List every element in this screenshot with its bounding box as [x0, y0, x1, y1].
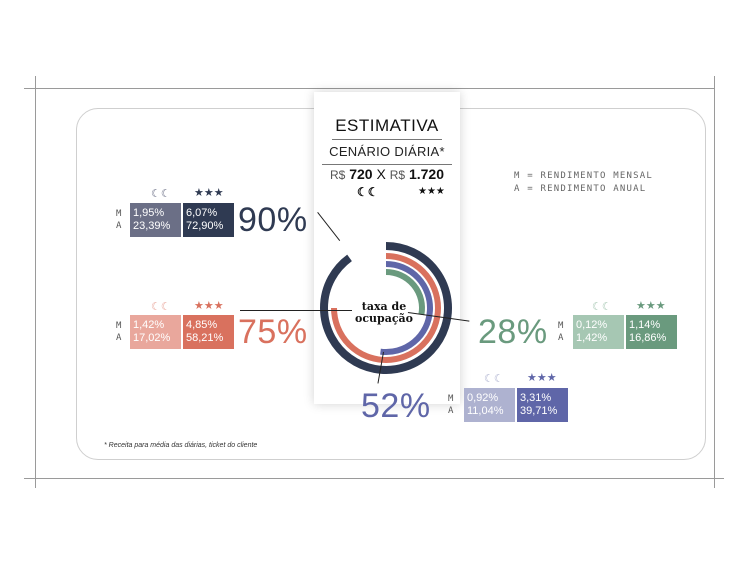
subtitle-rule [322, 164, 452, 165]
label-a: A [116, 333, 122, 343]
radial-bar-90pct [320, 242, 452, 374]
crop-mark-left-top [24, 88, 714, 89]
box-high-90: 6,07% 72,90% [183, 203, 234, 237]
leader-75 [240, 310, 352, 311]
center-label-line1: taxa de [362, 300, 406, 313]
box-low-90: 1,95% 23,39% [130, 203, 181, 237]
star-icon-28: ★★★ [636, 300, 666, 312]
box-high-52: 3,31% 39,71% [517, 388, 568, 422]
box-high-75: 4,85% 58,21% [183, 315, 234, 349]
crop-mark-vert-left [35, 76, 36, 488]
box-low-28: 0,12% 1,42% [573, 315, 624, 349]
star-icon-90: ★★★ [194, 187, 224, 199]
value-a: 39,71% [520, 405, 558, 417]
box-low-52: 0,92% 11,04% [464, 388, 515, 422]
radial-bar-28pct [385, 269, 425, 316]
crop-mark-vert-right [714, 76, 715, 488]
price-prefix-high: R$ [389, 168, 406, 182]
price-comparison: R$ 720 X R$ 1.720 [314, 166, 460, 182]
occupancy-75: 75% [238, 313, 308, 351]
label-a: A [448, 406, 454, 416]
price-low: 720 [349, 166, 373, 182]
radial-bar-75pct [331, 253, 441, 363]
moon-icon-header: ☾☾ [357, 185, 379, 199]
label-m: M [558, 321, 564, 331]
value-a: 16,86% [629, 332, 667, 344]
value-m: 1,42% [133, 319, 165, 331]
moon-icon-52: ☾☾ [484, 373, 504, 385]
value-a: 58,21% [186, 332, 224, 344]
label-m: M [116, 209, 122, 219]
label-a: A [558, 333, 564, 343]
moon-icon-28: ☾☾ [592, 301, 612, 313]
title-rule [332, 139, 442, 140]
value-m: 1,95% [133, 207, 165, 219]
page-subtitle: CENÁRIO DIÁRIA* [329, 144, 445, 159]
value-a: 1,42% [576, 332, 608, 344]
radial-bar-52pct [380, 261, 433, 355]
price-high: 1.720 [408, 166, 444, 182]
label-m: M [448, 394, 454, 404]
price-separator: X [376, 166, 386, 182]
value-m: 0,92% [467, 392, 499, 404]
star-icon-75: ★★★ [194, 300, 224, 312]
value-a: 11,04% [467, 405, 504, 417]
label-m: M [116, 321, 122, 331]
legend-annual: A = RENDIMENTO ANUAL [514, 184, 647, 194]
footnote: * Receita para média das diárias, ticket… [104, 442, 258, 449]
page-title: ESTIMATIVA [335, 116, 439, 135]
occupancy-52: 52% [361, 387, 431, 425]
occupancy-90: 90% [238, 201, 308, 239]
value-a: 72,90% [186, 220, 224, 232]
moon-icon-75: ☾☾ [151, 301, 171, 313]
center-label-line2: ocupação [355, 312, 413, 325]
value-m: 3,31% [520, 392, 552, 404]
value-a: 23,39% [133, 220, 171, 232]
value-a: 17,02% [133, 332, 171, 344]
star-icon-header: ★★★ [418, 186, 445, 197]
occupancy-28: 28% [478, 313, 548, 351]
value-m: 4,85% [186, 319, 218, 331]
value-m: 0,12% [576, 319, 608, 331]
box-low-75: 1,42% 17,02% [130, 315, 181, 349]
legend-monthly: M = RENDIMENTO MENSAL [514, 171, 653, 181]
moon-icon-90: ☾☾ [151, 188, 171, 200]
label-a: A [116, 221, 122, 231]
box-high-28: 1,14% 16,86% [626, 315, 677, 349]
crop-mark-left-bottom [24, 478, 724, 479]
value-m: 1,14% [629, 319, 661, 331]
price-prefix-low: R$ [330, 168, 346, 182]
star-icon-52: ★★★ [527, 372, 557, 384]
value-m: 6,07% [186, 207, 218, 219]
radial-chart: taxa de ocupação [320, 242, 452, 374]
